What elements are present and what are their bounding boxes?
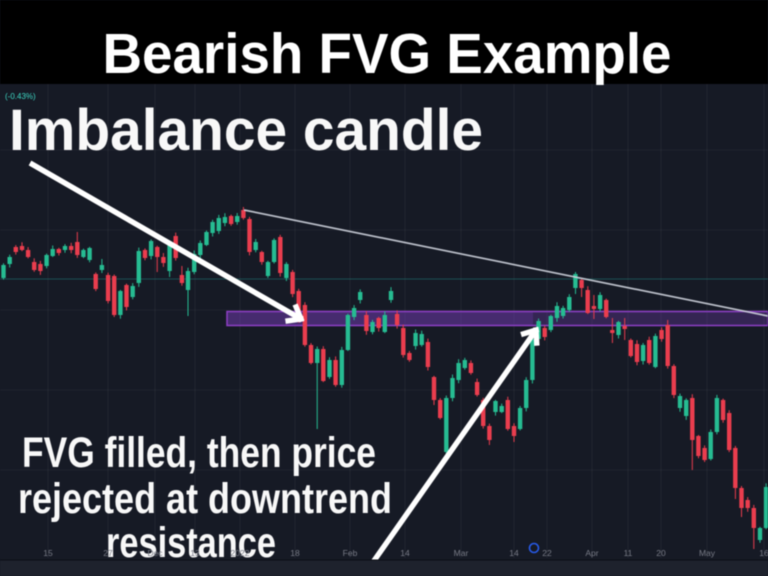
svg-text:13: 13 [190, 548, 200, 558]
svg-text:20: 20 [656, 548, 666, 558]
svg-text:15: 15 [43, 548, 53, 558]
svg-text:27: 27 [103, 548, 113, 558]
svg-text:Bearish FVG Example: Bearish FVG Example [103, 22, 672, 86]
svg-text:resistance: resistance [106, 519, 276, 567]
svg-text:FVG filled, then price: FVG filled, then price [22, 429, 376, 477]
svg-text:May: May [699, 548, 716, 558]
svg-text:2022: 2022 [231, 548, 250, 558]
svg-text:Feb: Feb [343, 548, 358, 558]
svg-text:18: 18 [290, 548, 300, 558]
svg-text:Mar: Mar [454, 548, 469, 558]
svg-text:rejected at downtrend: rejected at downtrend [18, 475, 392, 523]
svg-text:14: 14 [509, 548, 519, 558]
svg-text:Imbalance candle: Imbalance candle [9, 98, 483, 163]
svg-text:22: 22 [542, 548, 552, 558]
svg-text:14: 14 [400, 548, 410, 558]
svg-text:16: 16 [759, 548, 768, 558]
svg-text:Dec: Dec [147, 548, 163, 558]
svg-text:(-0.43%): (-0.43%) [5, 92, 36, 101]
svg-text:Apr: Apr [585, 548, 598, 558]
svg-text:11: 11 [624, 548, 633, 558]
